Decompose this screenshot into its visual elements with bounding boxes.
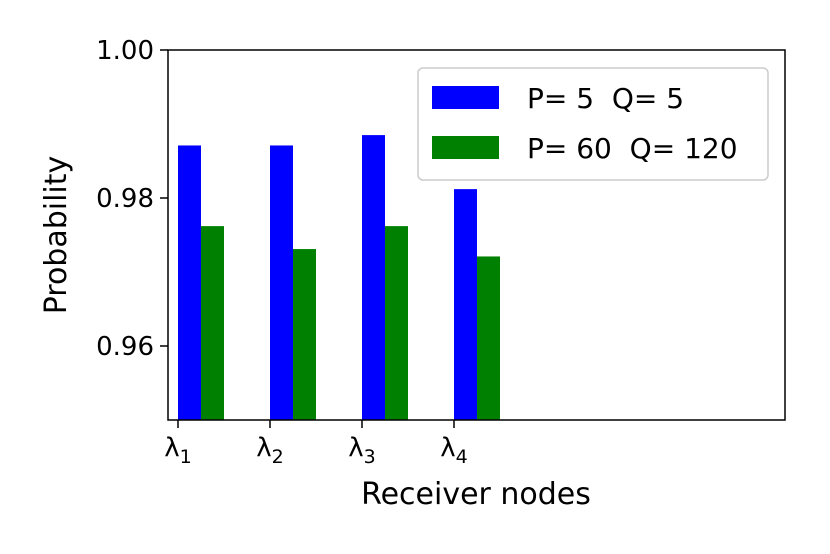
bar-series-1-cat-2: [270, 145, 293, 420]
y-axis: 0.96 0.98 1.00: [96, 36, 168, 362]
legend: P= 5 Q= 5 P= 60 Q= 120: [417, 67, 769, 181]
x-axis-label: Receiver nodes: [361, 477, 591, 512]
bar-series-2-cat-1: [201, 226, 224, 420]
x-tick-label: λ4: [440, 433, 467, 468]
y-axis-label: Probability: [39, 156, 74, 315]
y-tick-label: 0.98: [96, 184, 154, 214]
y-tick-label: 0.96: [96, 332, 154, 362]
y-tick-label: 1.00: [96, 36, 154, 66]
x-axis: λ1 λ2 λ3 λ4: [164, 420, 468, 468]
bar-series-2-cat-3: [385, 226, 408, 420]
x-tick-label: λ2: [256, 433, 283, 468]
bar-series-2-cat-4: [477, 256, 500, 420]
bar-series-1-cat-3: [362, 135, 385, 420]
legend-box: [417, 67, 769, 181]
legend-label-series-2: P= 60 Q= 120: [527, 132, 738, 165]
plot-bars: [178, 135, 500, 420]
bar-series-1-cat-4: [454, 189, 477, 420]
bar-series-2-cat-2: [293, 249, 316, 420]
bar-series-1-cat-1: [178, 145, 201, 420]
x-tick-label: λ1: [164, 433, 191, 468]
legend-swatch-series-1: [432, 86, 499, 109]
x-tick-label: λ3: [348, 433, 375, 468]
legend-label-series-1: P= 5 Q= 5: [527, 82, 684, 115]
legend-swatch-series-2: [432, 136, 499, 159]
plot-frame: [167, 49, 786, 421]
